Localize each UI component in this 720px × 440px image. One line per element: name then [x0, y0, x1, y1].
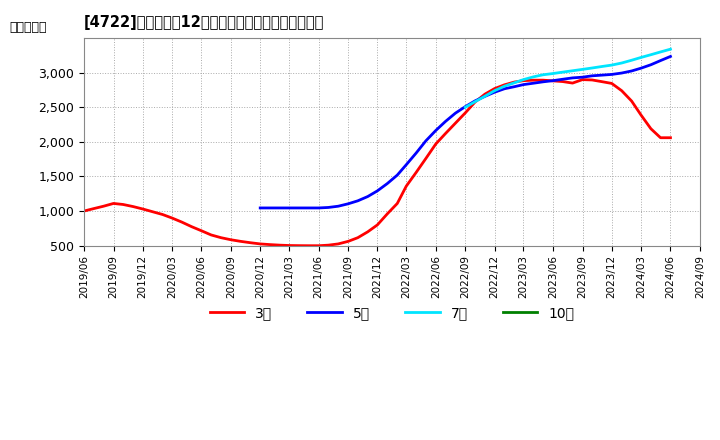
Line: 7年: 7年 — [465, 49, 670, 107]
Line: 3年: 3年 — [84, 80, 670, 246]
Text: [4722]　経常利益12か月移動合計の標準偏差の推移: [4722] 経常利益12か月移動合計の標準偏差の推移 — [84, 15, 324, 30]
Line: 5年: 5年 — [260, 56, 670, 208]
Y-axis label: （百万円）: （百万円） — [10, 21, 48, 34]
Legend: 3年, 5年, 7年, 10年: 3年, 5年, 7年, 10年 — [204, 301, 580, 326]
